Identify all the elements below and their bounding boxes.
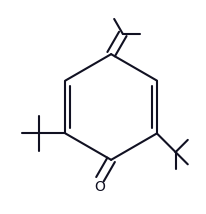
Text: O: O xyxy=(95,180,105,194)
